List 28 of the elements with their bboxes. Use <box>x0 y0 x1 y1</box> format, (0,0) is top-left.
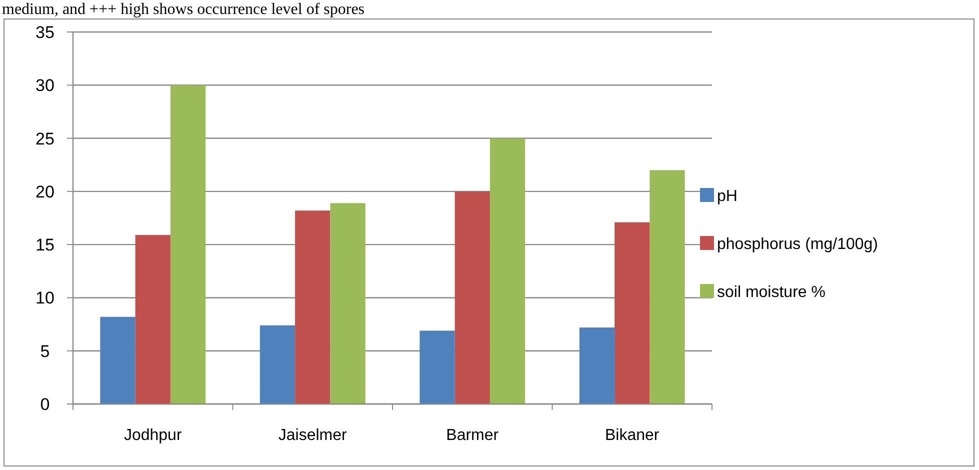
x-tick-label: Barmer <box>446 427 500 444</box>
bar <box>135 235 170 404</box>
text: medium, and +++ high shows occurrence level of spores <box>2 1 365 18</box>
legend-label: pH <box>717 188 738 205</box>
y-tick-label: 30 <box>36 76 54 96</box>
bar <box>295 210 330 404</box>
legend-label: soil moisture % <box>717 284 826 301</box>
bar <box>170 85 206 404</box>
x-tick-label: Jaiselmer <box>278 427 348 444</box>
bar <box>614 222 650 404</box>
legend-label: phosphorus (mg/100g) <box>717 236 878 253</box>
y-tick-label: 0 <box>40 395 50 414</box>
y-tick-label: 10 <box>36 288 54 308</box>
bar <box>490 138 526 404</box>
bar <box>260 325 296 404</box>
x-tick-label: Jodhpur <box>124 427 182 444</box>
bar <box>330 203 366 404</box>
y-tick-label: 20 <box>36 182 54 202</box>
x-tick-label: Bikaner <box>605 427 660 444</box>
y-tick-label: 5 <box>40 342 50 361</box>
y-tick-label: 35 <box>36 23 54 42</box>
y-tick-label: 25 <box>36 129 54 148</box>
bar <box>100 316 136 404</box>
y-tick-label: 15 <box>36 236 54 255</box>
bar <box>454 191 490 404</box>
bar <box>650 170 685 404</box>
bar <box>420 330 455 404</box>
bar <box>579 327 615 404</box>
